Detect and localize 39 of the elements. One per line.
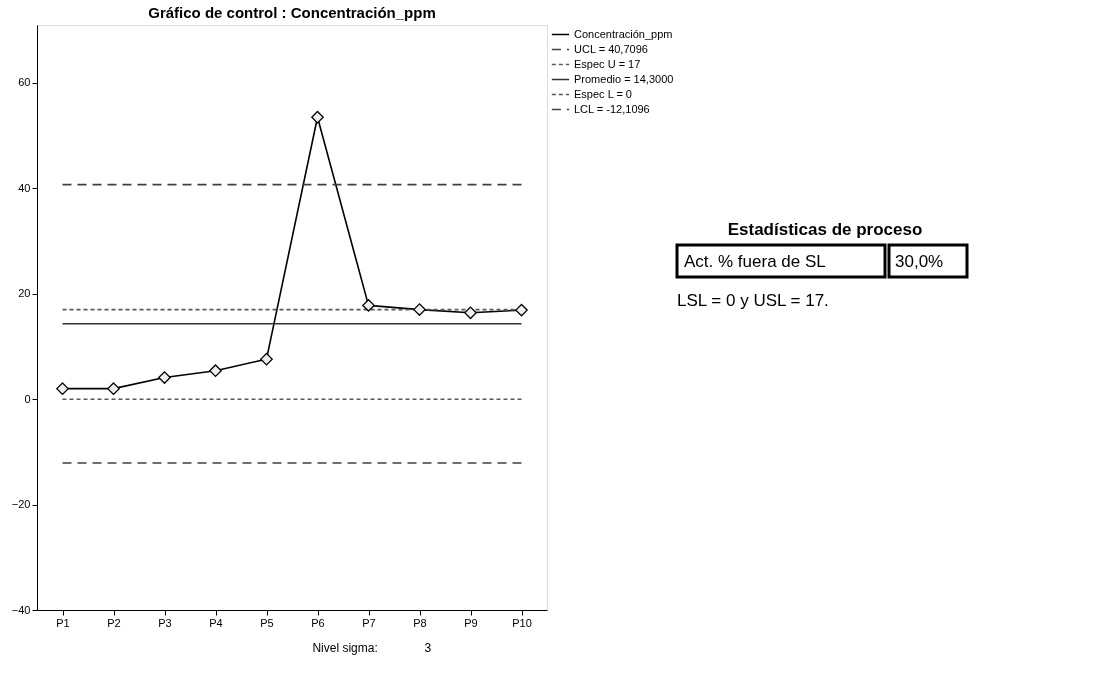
x-tick-label: P8: [413, 616, 427, 629]
y-tick-label: −40: [11, 603, 31, 616]
text: 30,0%: [895, 252, 944, 271]
legend-label: Espec U = 17: [574, 57, 641, 70]
text: Act. % fuera de SL: [684, 252, 826, 271]
point: [260, 352, 273, 366]
text: Nivel sigma:: [312, 641, 378, 655]
x-tick-label: P5: [260, 616, 274, 629]
x-tick-label: P2: [107, 616, 121, 629]
x-tick-label: P6: [311, 616, 325, 629]
point: [413, 303, 426, 316]
point: [56, 382, 69, 395]
legend-label: Espec L = 0: [574, 87, 632, 100]
point: [464, 306, 477, 320]
point: [362, 299, 375, 312]
y-tick-label: 0: [24, 392, 31, 405]
legend-label: Promedio = 14,3000: [574, 72, 674, 85]
point: [158, 371, 171, 384]
chart-title: Gráfico de control : Concentración_ppm: [148, 4, 436, 21]
point: [515, 303, 528, 317]
text: LSL = 0 y USL = 17.: [677, 291, 829, 310]
point: [209, 364, 222, 378]
legend-label: LCL = -12,1096: [574, 102, 650, 115]
text: 3: [424, 641, 432, 655]
point: [107, 382, 120, 395]
point: [311, 110, 324, 124]
y-tick-label: 40: [18, 181, 31, 194]
legend-label: UCL = 40,7096: [574, 42, 648, 55]
x-tick-label: P3: [158, 616, 172, 629]
x-tick-label: P9: [464, 616, 478, 629]
text: Estadísticas de proceso: [727, 220, 923, 239]
x-tick-label: P10: [512, 616, 532, 629]
y-tick-label: 60: [18, 76, 31, 89]
y-tick-label: −20: [11, 498, 31, 511]
y-tick-label: 20: [18, 287, 31, 300]
legend-label: Concentración_ppm: [574, 27, 673, 40]
x-tick-label: P7: [362, 616, 376, 629]
x-tick-label: P4: [209, 616, 223, 629]
x-tick-label: P1: [56, 616, 70, 629]
